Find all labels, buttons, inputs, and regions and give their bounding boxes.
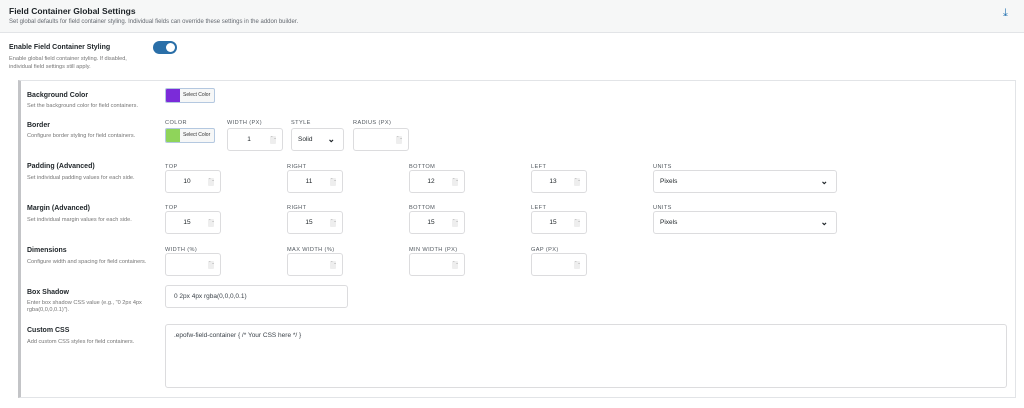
value: 12 (427, 178, 435, 185)
spinner-icon[interactable]: ⌃⌄ (396, 136, 403, 144)
spinner-icon[interactable]: ⌃⌄ (452, 178, 459, 186)
dimensions-cap: MIN WIDTH (PX) (409, 247, 458, 253)
box-shadow-input[interactable]: 0 2px 4px rgba(0,0,0,0.1) (165, 285, 348, 308)
border-label: Border (27, 122, 50, 129)
background-color-picker[interactable]: Select Color (165, 88, 215, 103)
border-color-picker[interactable]: Select Color (165, 128, 215, 143)
margin-cap: LEFT (531, 205, 547, 211)
value: 1 (247, 136, 251, 143)
section-title: Field Container Global Settings (9, 6, 136, 16)
spinner-icon[interactable]: ⌃⌄ (208, 178, 215, 186)
padding-input[interactable]: 13 ⌃⌄ (531, 170, 587, 193)
margin-label: Margin (Advanced) (27, 205, 91, 212)
border-width-input[interactable]: 1 ⌃⌄ (227, 128, 283, 151)
padding-units-select[interactable]: Pixels ⌄ (653, 170, 837, 193)
dimensions-cap: WIDTH (%) (165, 247, 198, 253)
padding-cap: TOP (165, 164, 178, 170)
dimensions-input[interactable]: ⌃⌄ (409, 253, 465, 276)
spinner-icon[interactable]: ⌃⌄ (574, 219, 581, 227)
margin-units-select[interactable]: Pixels ⌄ (653, 211, 837, 234)
border-width-cap: WIDTH (PX) (227, 120, 263, 126)
shadow-label: Box Shadow (27, 289, 70, 296)
value: 11 (305, 178, 313, 185)
dimensions-desc: Configure width and spacing for field co… (27, 259, 147, 265)
spinner-icon[interactable]: ⌃⌄ (330, 261, 337, 269)
padding-cap: BOTTOM (409, 164, 436, 170)
spinner-icon[interactable]: ⌃⌄ (574, 178, 581, 186)
border-desc: Configure border styling for field conta… (27, 133, 136, 139)
section-header (0, 0, 1024, 33)
enable-desc-1: Enable global field container styling. I… (9, 56, 127, 62)
spinner-icon[interactable]: ⌃⌄ (208, 219, 215, 227)
border-style-select[interactable]: Solid ⌄ (291, 128, 344, 151)
dimensions-cap: MAX WIDTH (%) (287, 247, 335, 253)
background-label: Background Color (27, 92, 89, 99)
value: 13 (549, 178, 557, 185)
value: Pixels (660, 219, 678, 226)
color-swatch (166, 89, 180, 102)
spinner-icon[interactable]: ⌃⌄ (330, 219, 337, 227)
spinner-icon[interactable]: ⌃⌄ (452, 219, 459, 227)
chevron-down-icon: ⌄ (327, 134, 335, 144)
border-color-cap: COLOR (165, 120, 187, 126)
color-swatch (166, 129, 180, 142)
padding-cap: RIGHT (287, 164, 307, 170)
enable-toggle[interactable] (153, 41, 177, 54)
download-icon[interactable]: ⤓ (1003, 7, 1008, 19)
chevron-down-icon: ⌄ (820, 176, 828, 186)
padding-desc: Set individual padding values for each s… (27, 175, 135, 181)
shadow-desc-1: Enter box shadow CSS value (e.g., "0 2px… (27, 300, 142, 306)
value: 15 (305, 219, 313, 226)
section-subtitle: Set global defaults for field container … (9, 19, 299, 25)
border-style-cap: STYLE (291, 120, 311, 126)
dimensions-input[interactable]: ⌃⌄ (287, 253, 343, 276)
margin-units-cap: UNITS (653, 205, 672, 211)
padding-input[interactable]: 12 ⌃⌄ (409, 170, 465, 193)
padding-label: Padding (Advanced) (27, 163, 95, 170)
dimensions-input[interactable]: ⌃⌄ (531, 253, 587, 276)
spinner-icon[interactable]: ⌃⌄ (452, 261, 459, 269)
dimensions-label: Dimensions (27, 247, 67, 254)
margin-cap: TOP (165, 205, 178, 211)
padding-cap: LEFT (531, 164, 547, 170)
custom-css-textarea[interactable]: .epofw-field-container { /* Your CSS her… (165, 324, 1007, 388)
spinner-icon[interactable]: ⌃⌄ (574, 261, 581, 269)
margin-input[interactable]: 15 ⌃⌄ (409, 211, 465, 234)
border-radius-input[interactable]: ⌃⌄ (353, 128, 409, 151)
select-color-label: Select Color (183, 92, 211, 98)
margin-cap: RIGHT (287, 205, 307, 211)
value: 15 (549, 219, 557, 226)
margin-desc: Set individual margin values for each si… (27, 217, 132, 223)
value: 10 (183, 178, 191, 185)
spinner-icon[interactable]: ⌃⌄ (330, 178, 337, 186)
chevron-down-icon: ⌄ (820, 217, 828, 227)
css-label: Custom CSS (27, 327, 70, 334)
padding-input[interactable]: 11 ⌃⌄ (287, 170, 343, 193)
padding-units-cap: UNITS (653, 164, 672, 170)
margin-input[interactable]: 15 ⌃⌄ (287, 211, 343, 234)
select-color-label: Select Color (183, 132, 211, 138)
spinner-icon[interactable]: ⌃⌄ (208, 261, 215, 269)
value: Pixels (660, 178, 678, 185)
margin-input[interactable]: 15 ⌃⌄ (165, 211, 221, 234)
margin-cap: BOTTOM (409, 205, 436, 211)
padding-input[interactable]: 10 ⌃⌄ (165, 170, 221, 193)
margin-input[interactable]: 15 ⌃⌄ (531, 211, 587, 234)
css-desc: Add custom CSS styles for field containe… (27, 339, 135, 345)
border-radius-cap: RADIUS (PX) (353, 120, 392, 126)
background-desc: Set the background color for field conta… (27, 103, 139, 109)
spinner-icon[interactable]: ⌃⌄ (270, 136, 277, 144)
shadow-desc-2: rgba(0,0,0,0.1)"). (27, 307, 70, 313)
dimensions-input[interactable]: ⌃⌄ (165, 253, 221, 276)
value: 15 (427, 219, 435, 226)
enable-desc-2: individual field settings still apply. (9, 64, 91, 70)
value: Solid (298, 136, 313, 143)
value: 15 (183, 219, 191, 226)
dimensions-cap: GAP (PX) (531, 247, 559, 253)
enable-label: Enable Field Container Styling (9, 44, 111, 51)
